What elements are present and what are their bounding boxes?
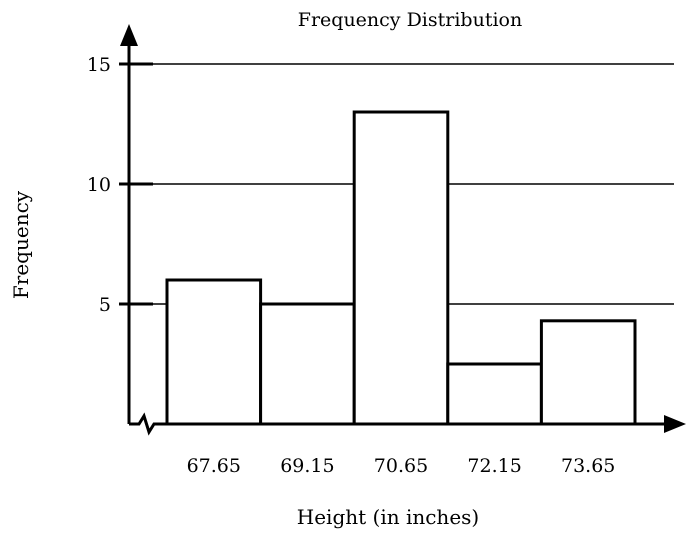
bar-73.65 <box>539 319 637 426</box>
x-axis-label: Height (in inches) <box>297 505 479 529</box>
bar-67.65 <box>165 278 263 426</box>
x-tick-label: 70.65 <box>374 455 428 477</box>
y-tick-label: 5 <box>99 294 111 316</box>
x-tick-label: 67.65 <box>187 455 241 477</box>
y-axis-label: Frequency <box>9 190 33 299</box>
x-tick-label: 73.65 <box>561 455 615 477</box>
bar-70.65 <box>352 110 450 426</box>
bar-72.15 <box>446 362 543 426</box>
y-ticks: 5 10 15 <box>87 54 153 316</box>
x-axis-line <box>129 412 668 436</box>
bars <box>165 110 637 426</box>
chart-title: Frequency Distribution <box>298 9 522 31</box>
x-tick-label: 69.15 <box>280 455 334 477</box>
y-tick-label: 10 <box>87 174 111 196</box>
y-tick-label: 15 <box>87 54 111 76</box>
bar-69.15 <box>259 302 356 426</box>
x-tick-label: 72.15 <box>467 455 521 477</box>
y-axis-arrow <box>120 24 138 46</box>
x-ticks: 67.65 69.15 70.65 72.15 73.65 <box>187 455 616 477</box>
x-axis-arrow <box>664 415 686 433</box>
